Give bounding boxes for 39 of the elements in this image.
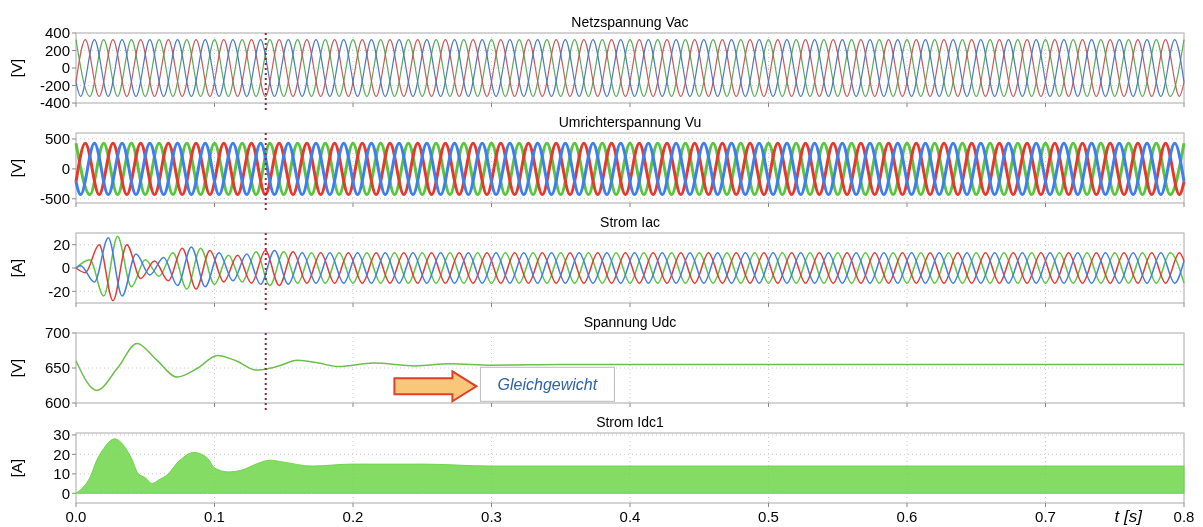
y-tick-label: 200 — [44, 41, 70, 59]
x-tick-label: 0.4 — [619, 508, 641, 525]
x-tick-label: 0.8 — [1173, 508, 1195, 525]
chart-title: Spannung Udc — [583, 314, 677, 330]
y-tick-label: 30 — [53, 426, 70, 444]
chart-title: Strom Iac — [600, 214, 660, 230]
x-axis-title: t [s] — [1114, 507, 1144, 526]
x-tick-label: 0.2 — [342, 508, 364, 525]
y-tick-label: -20 — [48, 282, 70, 300]
annotation: Gleichgewicht — [497, 375, 598, 393]
y-axis-title: [V] — [8, 58, 25, 78]
y-axis-title: [V] — [8, 158, 25, 178]
y-tick-label: -400 — [39, 94, 70, 112]
y-tick-label: 400 — [44, 24, 70, 42]
y-tick-label: 500 — [44, 130, 70, 148]
y-tick-label: 10 — [53, 465, 70, 483]
x-tick-label: 0.3 — [481, 508, 502, 525]
y-tick-label: 0 — [61, 59, 70, 77]
x-tick-label: 0.6 — [896, 508, 918, 525]
y-tick-label: -500 — [39, 190, 70, 208]
chart-title: Strom Idc1 — [596, 414, 665, 430]
x-tick-label: 0.7 — [1035, 508, 1056, 525]
y-axis-title: [V] — [8, 358, 25, 378]
x-tick-label: 0.1 — [204, 508, 225, 525]
x-tick-label: 0.0 — [65, 508, 87, 525]
y-tick-label: 650 — [44, 359, 70, 377]
y-tick-label: 20 — [53, 235, 70, 253]
y-tick-label: 0 — [61, 484, 70, 502]
y-tick-label: 600 — [44, 394, 70, 412]
y-tick-label: 700 — [44, 324, 70, 342]
y-tick-label: -200 — [39, 76, 70, 94]
y-tick-label: 20 — [53, 445, 70, 463]
y-tick-label: 0 — [61, 160, 70, 178]
chart-title: Umrichterspannung Vu — [558, 114, 702, 130]
x-tick-label: 0.5 — [758, 508, 779, 525]
y-tick-label: 0 — [61, 259, 70, 277]
chart-title: Netzspannung Vac — [571, 14, 689, 30]
y-axis-title: [A] — [8, 258, 25, 278]
y-axis-title: [A] — [8, 458, 25, 478]
